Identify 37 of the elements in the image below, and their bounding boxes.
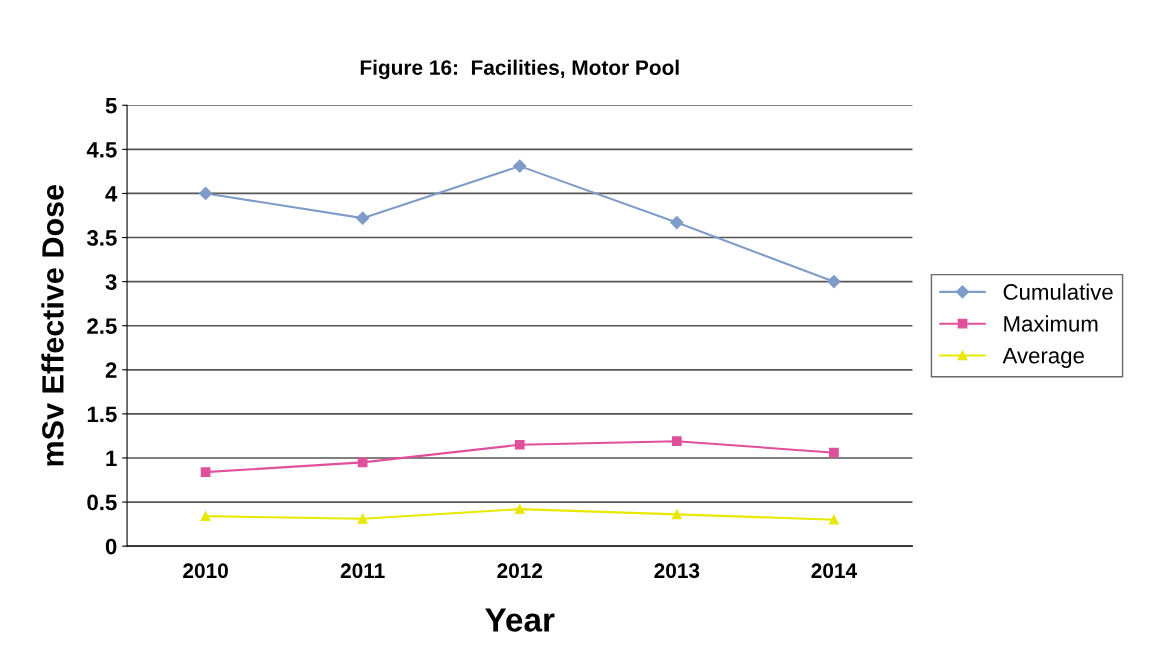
point xyxy=(200,467,211,477)
point xyxy=(357,513,368,524)
point xyxy=(670,215,684,230)
y-tick-label: 2.5 xyxy=(87,318,117,334)
point xyxy=(514,504,525,514)
x-tick-label: 2011 xyxy=(340,563,385,579)
x-tick-label: 2013 xyxy=(654,563,700,579)
y-tick-label: 4 xyxy=(105,186,118,202)
point xyxy=(829,447,839,458)
legend-label: Maximum xyxy=(1004,315,1098,332)
x-tick-label: 2014 xyxy=(811,563,857,579)
point xyxy=(200,511,211,522)
point xyxy=(199,186,213,201)
point xyxy=(671,509,682,520)
y-tick-label: 0.5 xyxy=(87,494,117,511)
legend-label: Cumulative xyxy=(1003,283,1113,300)
y-axis-title: mSv Effective Dose xyxy=(41,184,64,466)
y-tick-label: 3.5 xyxy=(86,230,117,246)
x-tick-label: 2010 xyxy=(183,563,228,579)
point xyxy=(357,457,368,468)
x-axis-title: Year xyxy=(485,608,555,632)
point xyxy=(514,439,525,450)
legend-label: Average xyxy=(1002,347,1084,368)
y-tick-label: 4.5 xyxy=(86,142,117,158)
point xyxy=(671,436,682,447)
y-tick-label: 1.5 xyxy=(87,406,117,423)
point xyxy=(513,159,527,173)
x-tick-label: 2012 xyxy=(497,563,543,579)
y-tick-label: 5 xyxy=(105,98,117,114)
point xyxy=(827,275,841,289)
point xyxy=(829,514,839,525)
y-tick-label: 2 xyxy=(105,362,117,378)
y-tick-label: 3 xyxy=(105,274,117,290)
y-tick-label: 0 xyxy=(105,538,117,555)
point xyxy=(356,211,370,225)
y-tick-label: 1 xyxy=(106,450,117,467)
chart-title: Figure 16: Facilities, Motor Pool xyxy=(360,59,679,80)
